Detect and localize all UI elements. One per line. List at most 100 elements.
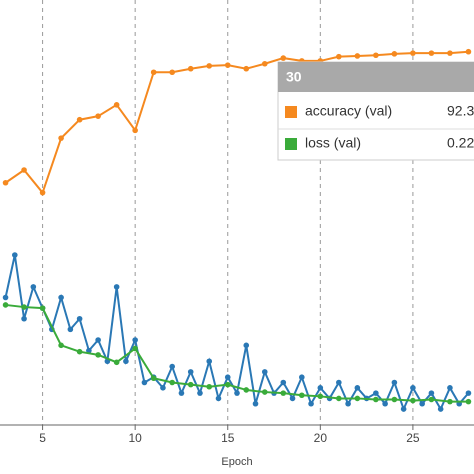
point — [447, 398, 453, 405]
point — [187, 369, 194, 375]
tooltip-label: loss (val) — [305, 135, 361, 151]
point — [465, 398, 472, 405]
point — [243, 387, 250, 393]
point — [76, 116, 83, 123]
point — [336, 379, 342, 386]
point — [410, 397, 416, 404]
line — [4, 50, 469, 195]
point — [345, 400, 351, 407]
point — [391, 51, 398, 57]
point — [150, 69, 157, 76]
point — [206, 383, 213, 390]
point — [224, 381, 231, 388]
point — [150, 375, 157, 382]
point — [280, 379, 287, 386]
point — [132, 127, 138, 134]
point — [67, 326, 74, 333]
point — [410, 385, 416, 391]
point — [39, 189, 46, 196]
point — [187, 381, 194, 388]
point — [2, 302, 9, 308]
point — [299, 374, 305, 380]
point — [169, 69, 175, 76]
point — [58, 294, 64, 301]
tooltip-title: 30 — [286, 69, 302, 85]
point — [447, 50, 453, 56]
point — [58, 342, 64, 349]
point — [21, 315, 27, 322]
x-tick-label: 10 — [128, 431, 142, 445]
point — [169, 363, 175, 370]
point — [280, 55, 287, 61]
point — [58, 135, 64, 141]
point — [160, 385, 166, 391]
tooltip-value: 92.3 — [447, 103, 474, 119]
point — [132, 345, 138, 352]
point — [317, 393, 324, 400]
point — [465, 48, 472, 55]
point — [308, 400, 314, 407]
point — [224, 374, 231, 380]
point — [206, 63, 213, 69]
point — [21, 304, 27, 310]
point — [178, 390, 185, 396]
point — [317, 385, 324, 391]
line — [4, 254, 470, 412]
point — [95, 113, 101, 119]
point — [373, 396, 379, 403]
tooltip-header — [278, 62, 474, 92]
point — [261, 369, 268, 375]
tooltip-label: accuracy (val) — [305, 103, 392, 119]
point — [243, 65, 250, 72]
point — [354, 385, 361, 391]
x-tick-label: 25 — [406, 431, 420, 445]
point — [187, 65, 194, 72]
point — [419, 400, 425, 407]
point — [95, 352, 101, 358]
tooltip-value: 0.22 — [447, 135, 474, 151]
point — [261, 60, 268, 67]
point — [391, 396, 398, 403]
point — [354, 53, 361, 59]
point — [113, 284, 120, 290]
point — [437, 406, 444, 412]
point — [215, 395, 222, 402]
point — [30, 284, 37, 290]
point — [95, 337, 101, 343]
point — [428, 50, 435, 56]
point — [21, 167, 27, 173]
x-tick-label: 15 — [221, 431, 235, 445]
point — [197, 390, 203, 396]
point — [76, 348, 83, 355]
point — [206, 358, 213, 365]
point — [465, 390, 472, 396]
x-axis-label: Epoch — [221, 456, 252, 468]
point — [410, 50, 416, 56]
line — [5, 303, 469, 403]
x-tick-label: 20 — [314, 431, 328, 445]
point — [400, 406, 407, 412]
point — [280, 390, 287, 396]
point — [289, 395, 296, 402]
point — [76, 315, 83, 322]
point — [123, 358, 129, 365]
point — [2, 294, 9, 301]
point — [39, 305, 46, 311]
legend-swatch — [285, 138, 297, 150]
point — [113, 102, 120, 108]
point — [86, 347, 92, 354]
tooltip: 30 accuracy (val) 92.3 loss (val) 0.22 — [277, 61, 474, 161]
point — [141, 379, 148, 386]
point — [169, 379, 175, 386]
point — [373, 52, 379, 59]
point — [243, 342, 250, 349]
point — [373, 390, 379, 396]
point — [354, 395, 361, 402]
point — [428, 390, 435, 396]
point — [382, 400, 388, 407]
point — [224, 62, 231, 68]
point — [2, 179, 9, 186]
point — [261, 389, 268, 395]
point — [113, 359, 120, 366]
